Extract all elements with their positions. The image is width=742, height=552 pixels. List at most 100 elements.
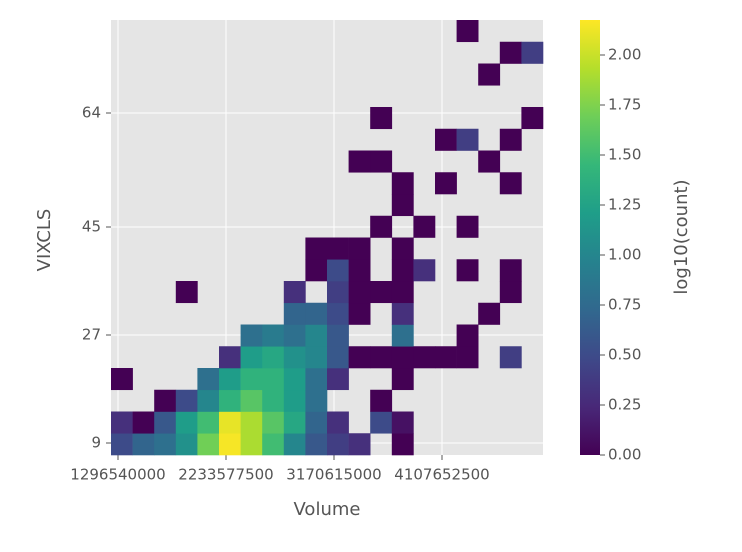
colorbar-tick-label: 1.25 [608, 196, 641, 214]
cell [370, 389, 393, 412]
colorbar [580, 20, 600, 455]
cell [305, 346, 328, 369]
cell [413, 215, 436, 238]
x-tick-label: 2233577500 [178, 466, 273, 484]
cell [327, 324, 349, 347]
x-tick-label: 1296540000 [70, 466, 165, 484]
cell [132, 411, 155, 434]
cell [370, 346, 393, 369]
cell [240, 368, 263, 391]
colorbar-tick-label: 1.75 [608, 96, 641, 114]
cell [327, 281, 349, 304]
cell [219, 411, 241, 434]
cell [219, 368, 241, 391]
cell [391, 302, 414, 325]
cell [521, 41, 544, 64]
cell [154, 411, 177, 434]
cell [327, 411, 349, 434]
cell [283, 281, 306, 304]
cell [111, 368, 133, 391]
x-tick-label: 3170615000 [286, 466, 381, 484]
cell [305, 237, 328, 260]
cell [391, 172, 414, 195]
cell [262, 324, 285, 347]
cell [219, 389, 241, 412]
cell [391, 281, 414, 304]
cell [111, 433, 133, 456]
cell [370, 107, 393, 130]
y-tick-label: 64 [82, 104, 101, 122]
cell [348, 302, 371, 325]
cell [521, 107, 544, 130]
cell [370, 215, 393, 238]
cell [327, 302, 349, 325]
cell [348, 259, 371, 282]
cell [219, 346, 241, 369]
y-tick-label: 45 [82, 218, 101, 236]
cell [197, 411, 220, 434]
cell [435, 346, 457, 369]
y-tick-label: 9 [91, 434, 101, 452]
colorbar-tick-label: 0.50 [608, 346, 641, 364]
cell [283, 389, 306, 412]
cell [305, 259, 328, 282]
colorbar-tick-label: 0.25 [608, 396, 641, 414]
cell [499, 259, 522, 282]
cell [435, 128, 457, 151]
cell [283, 302, 306, 325]
cell [262, 346, 285, 369]
cell [456, 324, 479, 347]
cell [327, 259, 349, 282]
cell [435, 172, 457, 195]
y-axis-label: VIXCLS [34, 209, 55, 272]
cell [132, 433, 155, 456]
colorbar-tick-label: 2.00 [608, 46, 641, 64]
cell [327, 237, 349, 260]
cell [327, 368, 349, 391]
y-tick-label: 27 [82, 326, 101, 344]
cell [499, 172, 522, 195]
cell [197, 389, 220, 412]
cell [327, 346, 349, 369]
cell [348, 237, 371, 260]
cell [499, 128, 522, 151]
cell [413, 346, 436, 369]
cell [327, 433, 349, 456]
cell [240, 324, 263, 347]
cell [305, 324, 328, 347]
colorbar-label: log10(count) [671, 179, 692, 294]
cell [456, 20, 479, 43]
cell [175, 389, 198, 412]
cell [391, 194, 414, 217]
cell [283, 368, 306, 391]
cell [262, 433, 285, 456]
cell [478, 63, 501, 86]
cell [370, 281, 393, 304]
cell [154, 433, 177, 456]
x-axis-label: Volume [294, 499, 361, 520]
cell [305, 302, 328, 325]
cell [499, 281, 522, 304]
cell [175, 433, 198, 456]
cell [305, 389, 328, 412]
colorbar-tick-label: 1.50 [608, 146, 641, 164]
cell [175, 281, 198, 304]
cell [240, 346, 263, 369]
cell [391, 433, 414, 456]
cell [283, 411, 306, 434]
cell [348, 281, 371, 304]
x-tick-label: 4107652500 [394, 466, 489, 484]
cell [391, 237, 414, 260]
cell [456, 215, 479, 238]
colorbar-tick-label: 0.75 [608, 296, 641, 314]
cell [456, 128, 479, 151]
colorbar-tick-label: 1.00 [608, 246, 641, 264]
cell [391, 324, 414, 347]
cell [305, 368, 328, 391]
cell [240, 411, 263, 434]
cell [197, 368, 220, 391]
cell [305, 433, 328, 456]
cell [499, 346, 522, 369]
colorbar-tick-label: 0.00 [608, 446, 641, 464]
